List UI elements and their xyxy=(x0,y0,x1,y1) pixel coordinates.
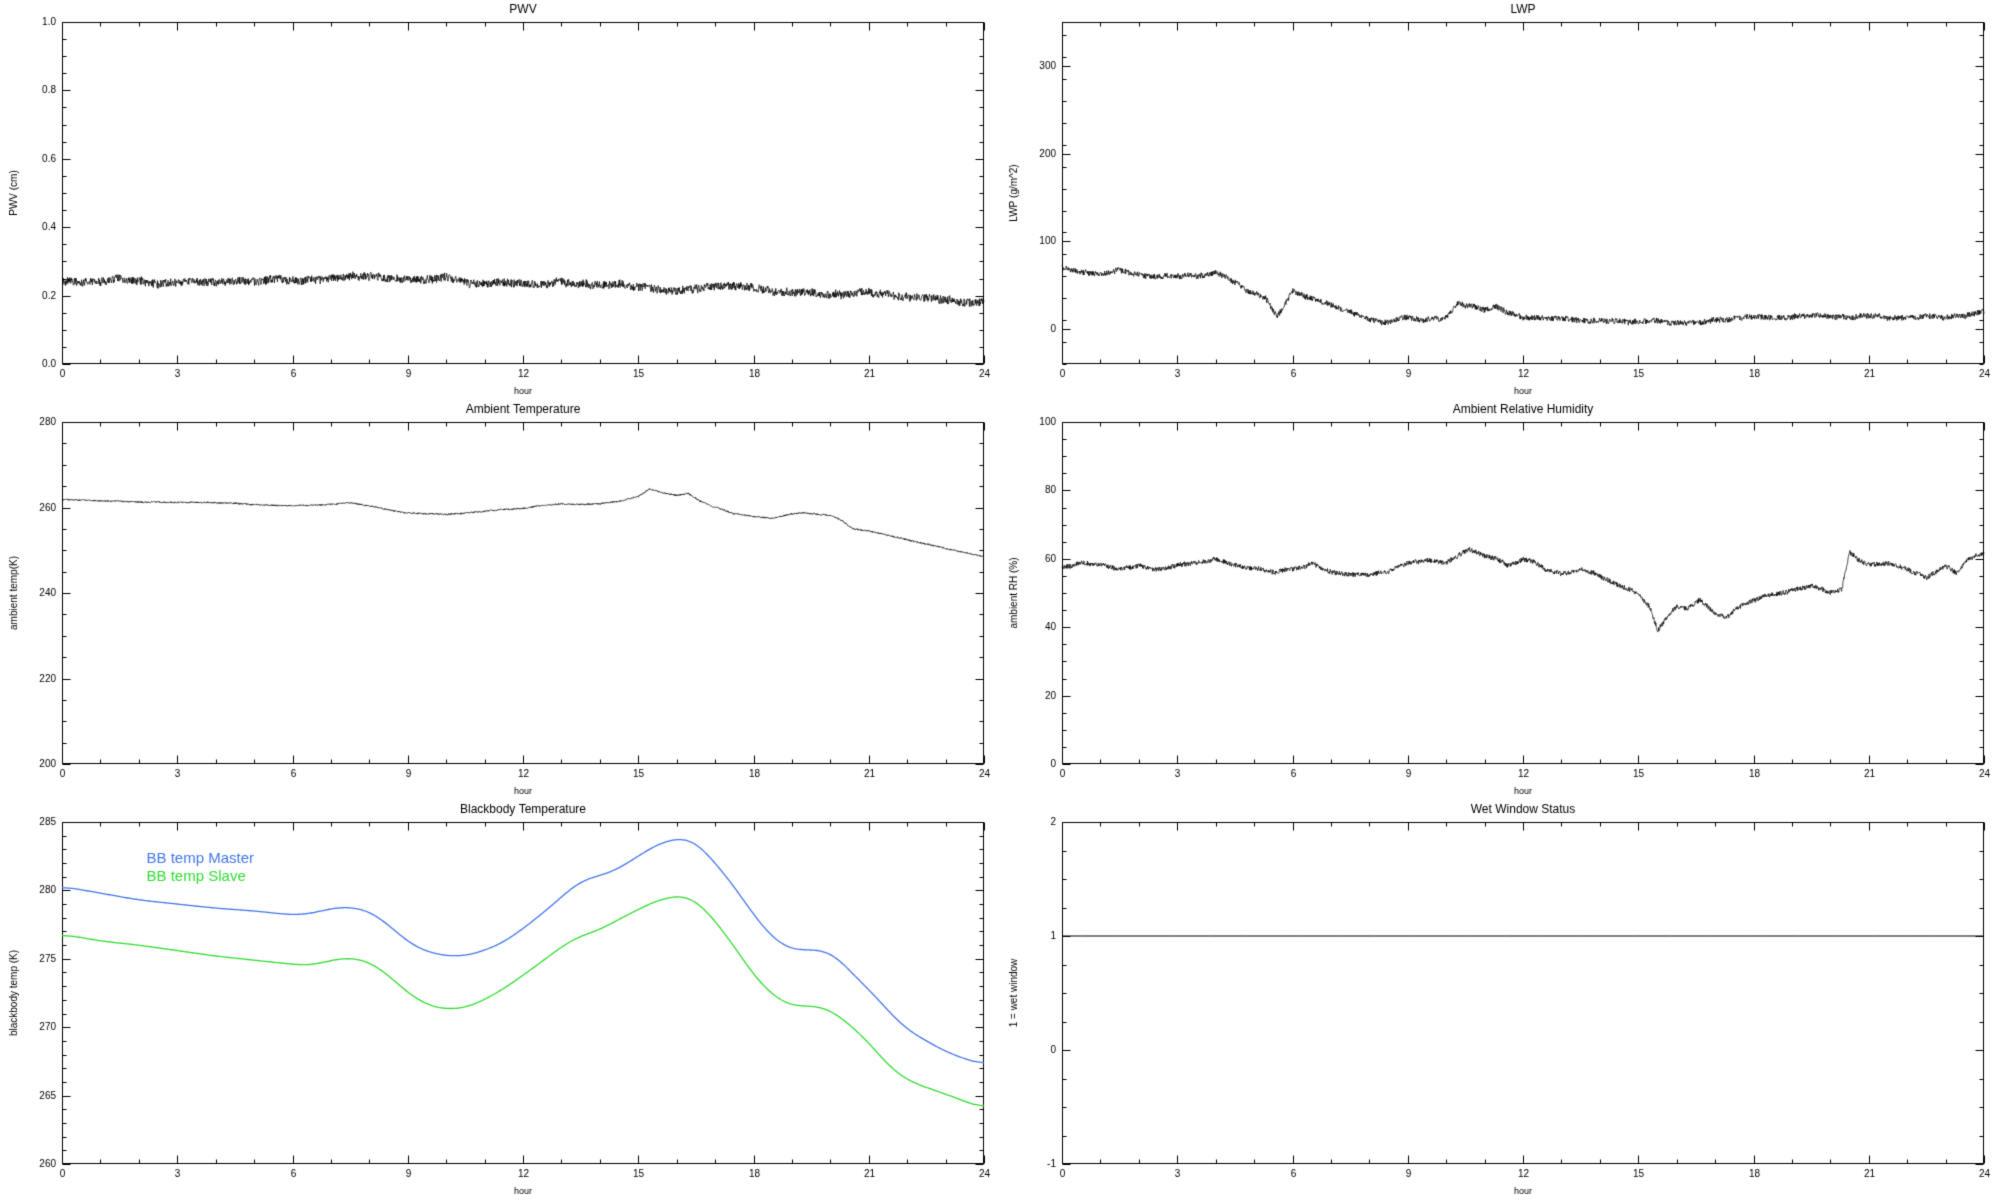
pwv-plot-canvas xyxy=(0,0,1000,400)
chart-lwp xyxy=(1000,0,2000,400)
ambient-temperature-plot-canvas xyxy=(0,400,1000,800)
chart-pwv xyxy=(0,0,1000,400)
lwp-plot-canvas xyxy=(1000,0,2000,400)
chart-ambient-relative-humidity xyxy=(1000,400,2000,800)
chart-ambient-temperature xyxy=(0,400,1000,800)
chart-blackbody-temperature xyxy=(0,800,1000,1200)
blackbody-temperature-plot-canvas xyxy=(0,800,1000,1200)
chart-wet-window-status xyxy=(1000,800,2000,1200)
wet-window-status-plot-canvas xyxy=(1000,800,2000,1200)
ambient-relative-humidity-plot-canvas xyxy=(1000,400,2000,800)
